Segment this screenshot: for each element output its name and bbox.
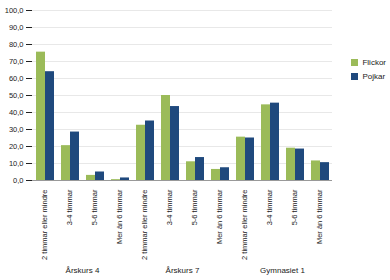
- svg-text:Årskurs 4: Årskurs 4: [66, 266, 100, 275]
- svg-text:5-6 timmar: 5-6 timmar: [290, 189, 299, 225]
- svg-text:80,0: 80,0: [9, 40, 24, 49]
- svg-text:Mer än 6 timmar: Mer än 6 timmar: [115, 189, 124, 244]
- svg-text:Mer än 6 timmar: Mer än 6 timmar: [315, 189, 324, 244]
- svg-text:30,0: 30,0: [9, 125, 24, 134]
- svg-text:0,0: 0,0: [13, 176, 23, 185]
- svg-text:Årskurs 7: Årskurs 7: [166, 266, 200, 275]
- html-text:Pojkar: Pojkar: [362, 72, 386, 81]
- svg-text:60,0: 60,0: [9, 74, 24, 83]
- svg-text:40,0: 40,0: [9, 108, 24, 117]
- svg-text:90,0: 90,0: [9, 23, 24, 32]
- svg-text:2 timmar eller mindre: 2 timmar eller mindre: [40, 190, 49, 260]
- svg-text:3-4 timmar: 3-4 timmar: [165, 189, 174, 225]
- svg-text:70,0: 70,0: [9, 57, 24, 66]
- svg-text:2 timmar eller mindre: 2 timmar eller mindre: [240, 190, 249, 260]
- svg-text:20,0: 20,0: [9, 142, 24, 151]
- svg-text:3-4 timmar: 3-4 timmar: [65, 189, 74, 225]
- svg-text:5-6 timmar: 5-6 timmar: [190, 189, 199, 225]
- svg-text:5-6 timmar: 5-6 timmar: [90, 189, 99, 225]
- svg-text:100,0: 100,0: [5, 6, 24, 15]
- svg-text:3-4 timmar: 3-4 timmar: [265, 189, 274, 225]
- svg-text:10,0: 10,0: [9, 159, 24, 168]
- html-text:Flickor: Flickor: [362, 58, 386, 67]
- svg-text:Mer än 6 timmar: Mer än 6 timmar: [215, 189, 224, 244]
- svg-text:Gymnasiet 1: Gymnasiet 1: [260, 266, 305, 275]
- svg-text:50,0: 50,0: [9, 91, 24, 100]
- svg-text:2 timmar eller mindre: 2 timmar eller mindre: [140, 190, 149, 260]
